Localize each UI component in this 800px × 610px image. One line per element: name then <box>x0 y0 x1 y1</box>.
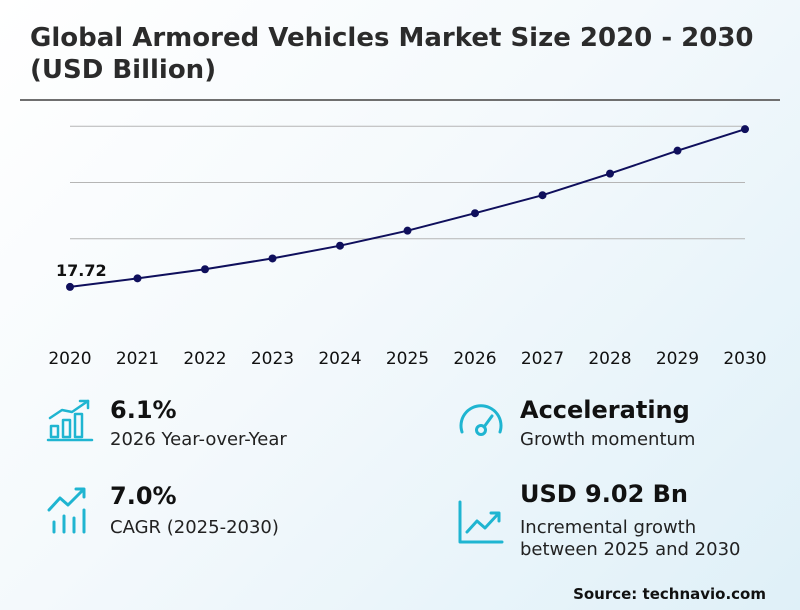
trend-bars-icon <box>47 487 86 534</box>
data-point-2021 <box>133 274 142 283</box>
data-point-2024 <box>336 241 344 250</box>
chart-title: Global Armored Vehicles Market Size 2020… <box>30 23 754 85</box>
data-point-2023 <box>268 254 277 263</box>
data-point-2026 <box>471 209 479 218</box>
x-tick-label-2025: 2025 <box>386 349 429 369</box>
stat-yoy-label: 2026 Year-over-Year <box>110 429 287 450</box>
x-tick-label-2020: 2020 <box>48 349 91 369</box>
source-credit: Source: technavio.com <box>573 585 766 603</box>
gauge-icon <box>459 404 503 436</box>
stat-momentum: Accelerating Growth momentum <box>456 396 776 456</box>
series-line <box>69 128 746 288</box>
stat-momentum-value: Accelerating <box>520 396 690 424</box>
stat-incremental: USD 9.02 Bn Incremental growth between 2… <box>456 480 786 564</box>
stat-incremental-label-line2: between 2025 and 2030 <box>520 539 741 560</box>
stat-yoy: 6.1% 2026 Year-over-Year <box>46 396 386 456</box>
stat-momentum-label: Growth momentum <box>520 429 696 450</box>
line-chart-up-icon <box>458 500 504 544</box>
stat-cagr-value: 7.0% <box>110 482 177 510</box>
data-label-2020: 17.72 <box>56 261 107 280</box>
x-tick-label-2030: 2030 <box>723 349 766 369</box>
x-tick-label-2022: 2022 <box>183 349 226 369</box>
stat-cagr: 7.0% CAGR (2025-2030) <box>46 480 386 540</box>
x-tick-label-2028: 2028 <box>588 349 631 369</box>
data-point-2029 <box>673 146 682 155</box>
data-point-2022 <box>201 265 209 274</box>
x-tick-label-2029: 2029 <box>656 349 699 369</box>
bar-chart-growth-icon <box>46 399 94 442</box>
stat-incremental-label-line1: Incremental growth <box>520 517 697 538</box>
stat-incremental-value: USD 9.02 Bn <box>520 480 688 508</box>
x-tick-label-2021: 2021 <box>116 349 159 369</box>
data-point-2027 <box>538 191 547 200</box>
x-tick-label-2024: 2024 <box>318 349 361 369</box>
stat-yoy-value: 6.1% <box>110 396 177 424</box>
title-divider <box>20 99 780 101</box>
line-chart: 2020 2021 2022 2023 2024 2025 2026 2027 2028 2029… <box>48 125 767 369</box>
stat-cagr-label: CAGR (2025-2030) <box>110 517 279 538</box>
data-point-2030 <box>741 125 749 134</box>
data-point-2020 <box>66 282 74 291</box>
x-tick-label-2023: 2023 <box>251 349 294 369</box>
data-point-2025 <box>403 226 412 235</box>
data-point-2028 <box>606 169 614 178</box>
x-tick-label-2026: 2026 <box>453 349 496 369</box>
x-tick-label-2027: 2027 <box>521 349 564 369</box>
